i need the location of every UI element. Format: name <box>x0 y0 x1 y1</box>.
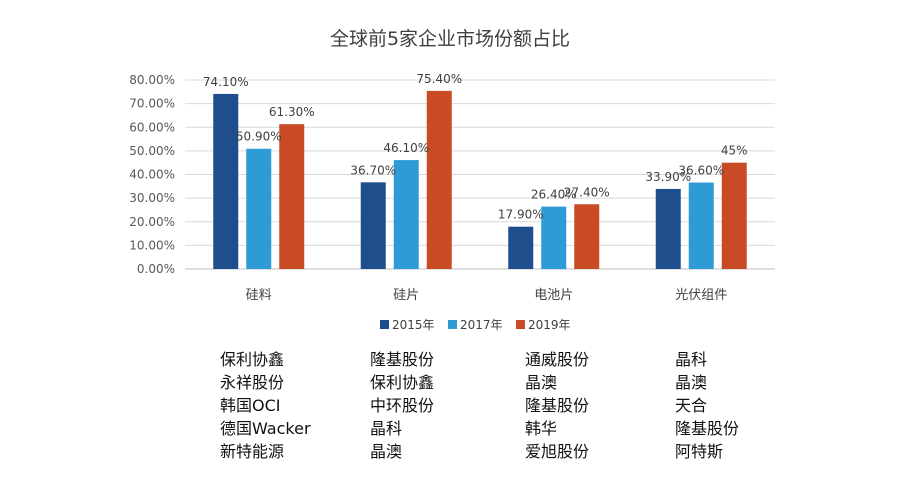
bar <box>541 206 567 269</box>
bar <box>574 204 600 269</box>
chart-title: 全球前5家企业市场份额占比 <box>330 28 570 50</box>
bar-chart: 全球前5家企业市场份额占比 0.00% 10.00% 20.00% 30.00% 40.… <box>129 28 775 332</box>
company-name: 晶澳 <box>675 373 708 392</box>
company-column-wafer: 隆基股份 保利协鑫 中环股份 晶科 晶澳 <box>370 348 520 463</box>
legend-swatch <box>516 320 525 329</box>
y-tick-label: 0.00% <box>137 262 175 276</box>
data-label: 46.10% <box>383 141 429 155</box>
bar <box>213 93 239 269</box>
y-tick-label: 70.00% <box>129 97 175 111</box>
data-label: 33.90% <box>645 170 691 184</box>
legend-label: 2019年 <box>528 318 571 332</box>
bar <box>279 124 305 270</box>
company-name: 晶澳 <box>525 373 558 392</box>
y-tick-label: 60.00% <box>129 120 175 134</box>
company-name: 隆基股份 <box>370 350 435 369</box>
company-name: 通威股份 <box>525 350 590 369</box>
legend-label: 2017年 <box>460 318 503 332</box>
company-name: 隆基股份 <box>675 419 740 438</box>
y-tick-label: 40.00% <box>129 168 175 182</box>
data-labels: 74.10% 50.90% 61.30% 36.70% 46.10% 75.40% 17.9… <box>203 72 748 222</box>
company-name: 爱旭股份 <box>525 442 590 461</box>
category-label: 电池片 <box>534 288 573 303</box>
legend: 2015年 2017年 2019年 <box>380 318 571 332</box>
y-tick-label: 30.00% <box>129 191 175 205</box>
company-name: 阿特斯 <box>675 442 724 461</box>
data-label: 27.40% <box>564 185 610 199</box>
y-tick-label: 80.00% <box>129 73 175 87</box>
data-label: 36.60% <box>678 164 724 178</box>
company-name: 新特能源 <box>220 442 285 461</box>
company-name: 中环股份 <box>370 396 435 415</box>
company-name: 天合 <box>675 396 708 415</box>
data-label: 61.30% <box>269 105 315 119</box>
x-axis-categories: 硅料 硅片 电池片 光伏组件 <box>246 288 728 303</box>
company-name: 隆基股份 <box>525 396 590 415</box>
company-column-module: 晶科 晶澳 天合 隆基股份 阿特斯 <box>675 348 825 463</box>
legend-swatch <box>448 320 457 329</box>
company-column-cell: 通威股份 晶澳 隆基股份 韩华 爱旭股份 <box>525 348 675 463</box>
bar <box>508 226 534 269</box>
data-label: 45% <box>721 144 748 158</box>
data-label: 74.10% <box>203 75 249 89</box>
company-name: 晶科 <box>675 350 708 369</box>
legend-label: 2015年 <box>392 318 435 332</box>
company-name: 德国Wacker <box>220 419 311 438</box>
category-label: 硅片 <box>393 288 419 303</box>
company-name: 永祥股份 <box>220 373 285 392</box>
y-axis-ticks: 0.00% 10.00% 20.00% 30.00% 40.00% 50.00% 60.00… <box>129 73 175 276</box>
legend-swatch <box>380 320 389 329</box>
company-column-silicon: 保利协鑫 永祥股份 韩国OCI 德国Wacker 新特能源 <box>220 348 370 463</box>
bar <box>655 188 681 269</box>
y-tick-label: 50.00% <box>129 144 175 158</box>
data-label: 36.70% <box>350 163 396 177</box>
company-name: 晶澳 <box>370 442 403 461</box>
bar <box>721 162 747 269</box>
bars <box>213 90 747 270</box>
company-name: 韩华 <box>525 419 558 438</box>
company-name: 晶科 <box>370 419 403 438</box>
bar <box>426 90 452 270</box>
bar <box>688 182 714 269</box>
data-label: 75.40% <box>416 72 462 86</box>
y-tick-label: 10.00% <box>129 238 175 252</box>
data-label: 17.90% <box>498 208 544 222</box>
category-label: 硅料 <box>246 288 272 303</box>
company-table: 保利协鑫 永祥股份 韩国OCI 德国Wacker 新特能源 隆基股份 保利协鑫 … <box>220 348 860 468</box>
company-name: 保利协鑫 <box>220 350 285 369</box>
data-label: 50.90% <box>236 130 282 144</box>
bar <box>393 160 419 269</box>
bar <box>246 148 272 269</box>
company-name: 保利协鑫 <box>370 373 435 392</box>
bar <box>360 182 386 269</box>
data-label: 26.40% <box>531 188 577 202</box>
company-name: 韩国OCI <box>220 396 281 415</box>
y-tick-label: 20.00% <box>129 215 175 229</box>
category-label: 光伏组件 <box>675 288 727 303</box>
